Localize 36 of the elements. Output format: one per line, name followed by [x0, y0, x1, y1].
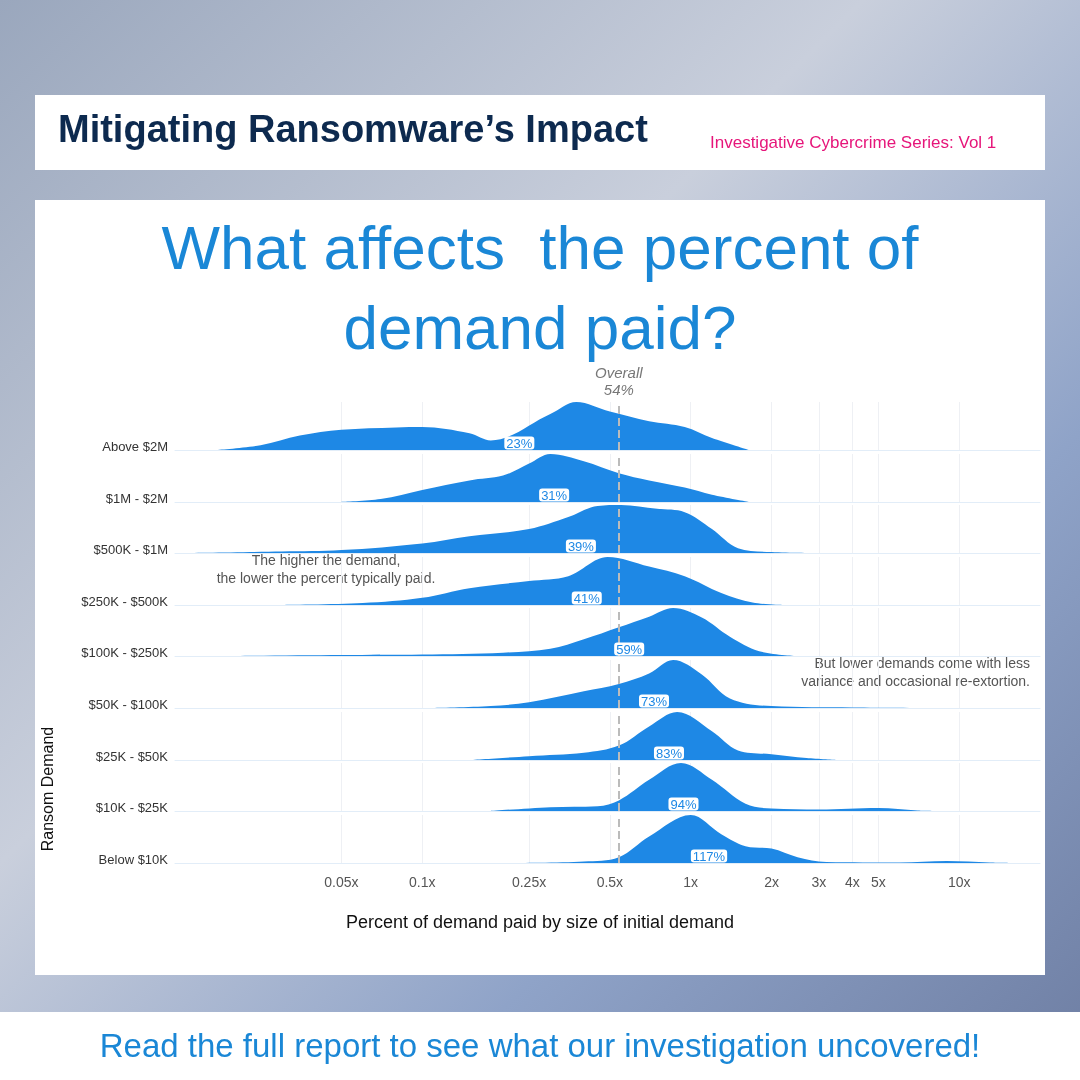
y-axis-title: $10K - $25K — [95, 799, 169, 815]
ref-line-label: Overall 54% — [595, 364, 644, 398]
annotation: 23% — [506, 435, 533, 451]
y-axis-title: $25K - $50K — [95, 748, 169, 764]
y-axis-title: $500K - $1M — [93, 541, 168, 557]
y-axis-title: $100K - $250K — [81, 644, 169, 660]
x-tick-label: 0.1x — [408, 873, 436, 890]
annotation: 73% — [640, 693, 668, 709]
x-tick-label: 0.05x — [324, 873, 359, 890]
annotation: 94% — [670, 796, 697, 812]
chart-subtitle: Investigative Cybercrime Series: Vol 1 — [710, 133, 997, 153]
x-axis-title: Percent of demand paid by size of initial demand — [345, 911, 735, 932]
x-tick-label: 2x — [764, 873, 779, 890]
text: What affects the percent of demand paid? — [161, 213, 919, 362]
text: Ransom Demand — [39, 725, 57, 854]
text: Read the full report to see what our investigation uncovered! — [98, 1027, 982, 1065]
x-tick-label: 3x — [811, 873, 827, 890]
annotation: 39% — [567, 538, 595, 554]
x-tick-label: 0.25x — [511, 873, 547, 890]
chart-title: Mitigating Ransomware’s Impact — [58, 108, 648, 151]
annotation: 117% — [692, 848, 726, 864]
annotation: 31% — [541, 487, 568, 503]
x-tick-label: 4x — [844, 873, 860, 890]
x-tick-label: 0.5x — [596, 873, 624, 890]
annotation: 41% — [573, 590, 601, 606]
y-axis-title: Below $10K — [98, 851, 169, 867]
x-tick-label: 10x — [947, 873, 971, 890]
annotation: 83% — [655, 745, 683, 761]
x-tick-label: 1x — [683, 873, 699, 890]
y-axis-title: Above $2M — [102, 438, 168, 454]
y-axis-title: $50K - $100K — [88, 696, 169, 712]
y-axis-title: $250K - $500K — [81, 593, 169, 609]
x-tick-label: 5x — [870, 873, 886, 890]
y-axis-title: $1M - $2M — [105, 490, 168, 506]
annotation: But lower demands come with less variance and occasional re-extortion. — [801, 655, 1030, 689]
annotation: 59% — [616, 641, 643, 657]
